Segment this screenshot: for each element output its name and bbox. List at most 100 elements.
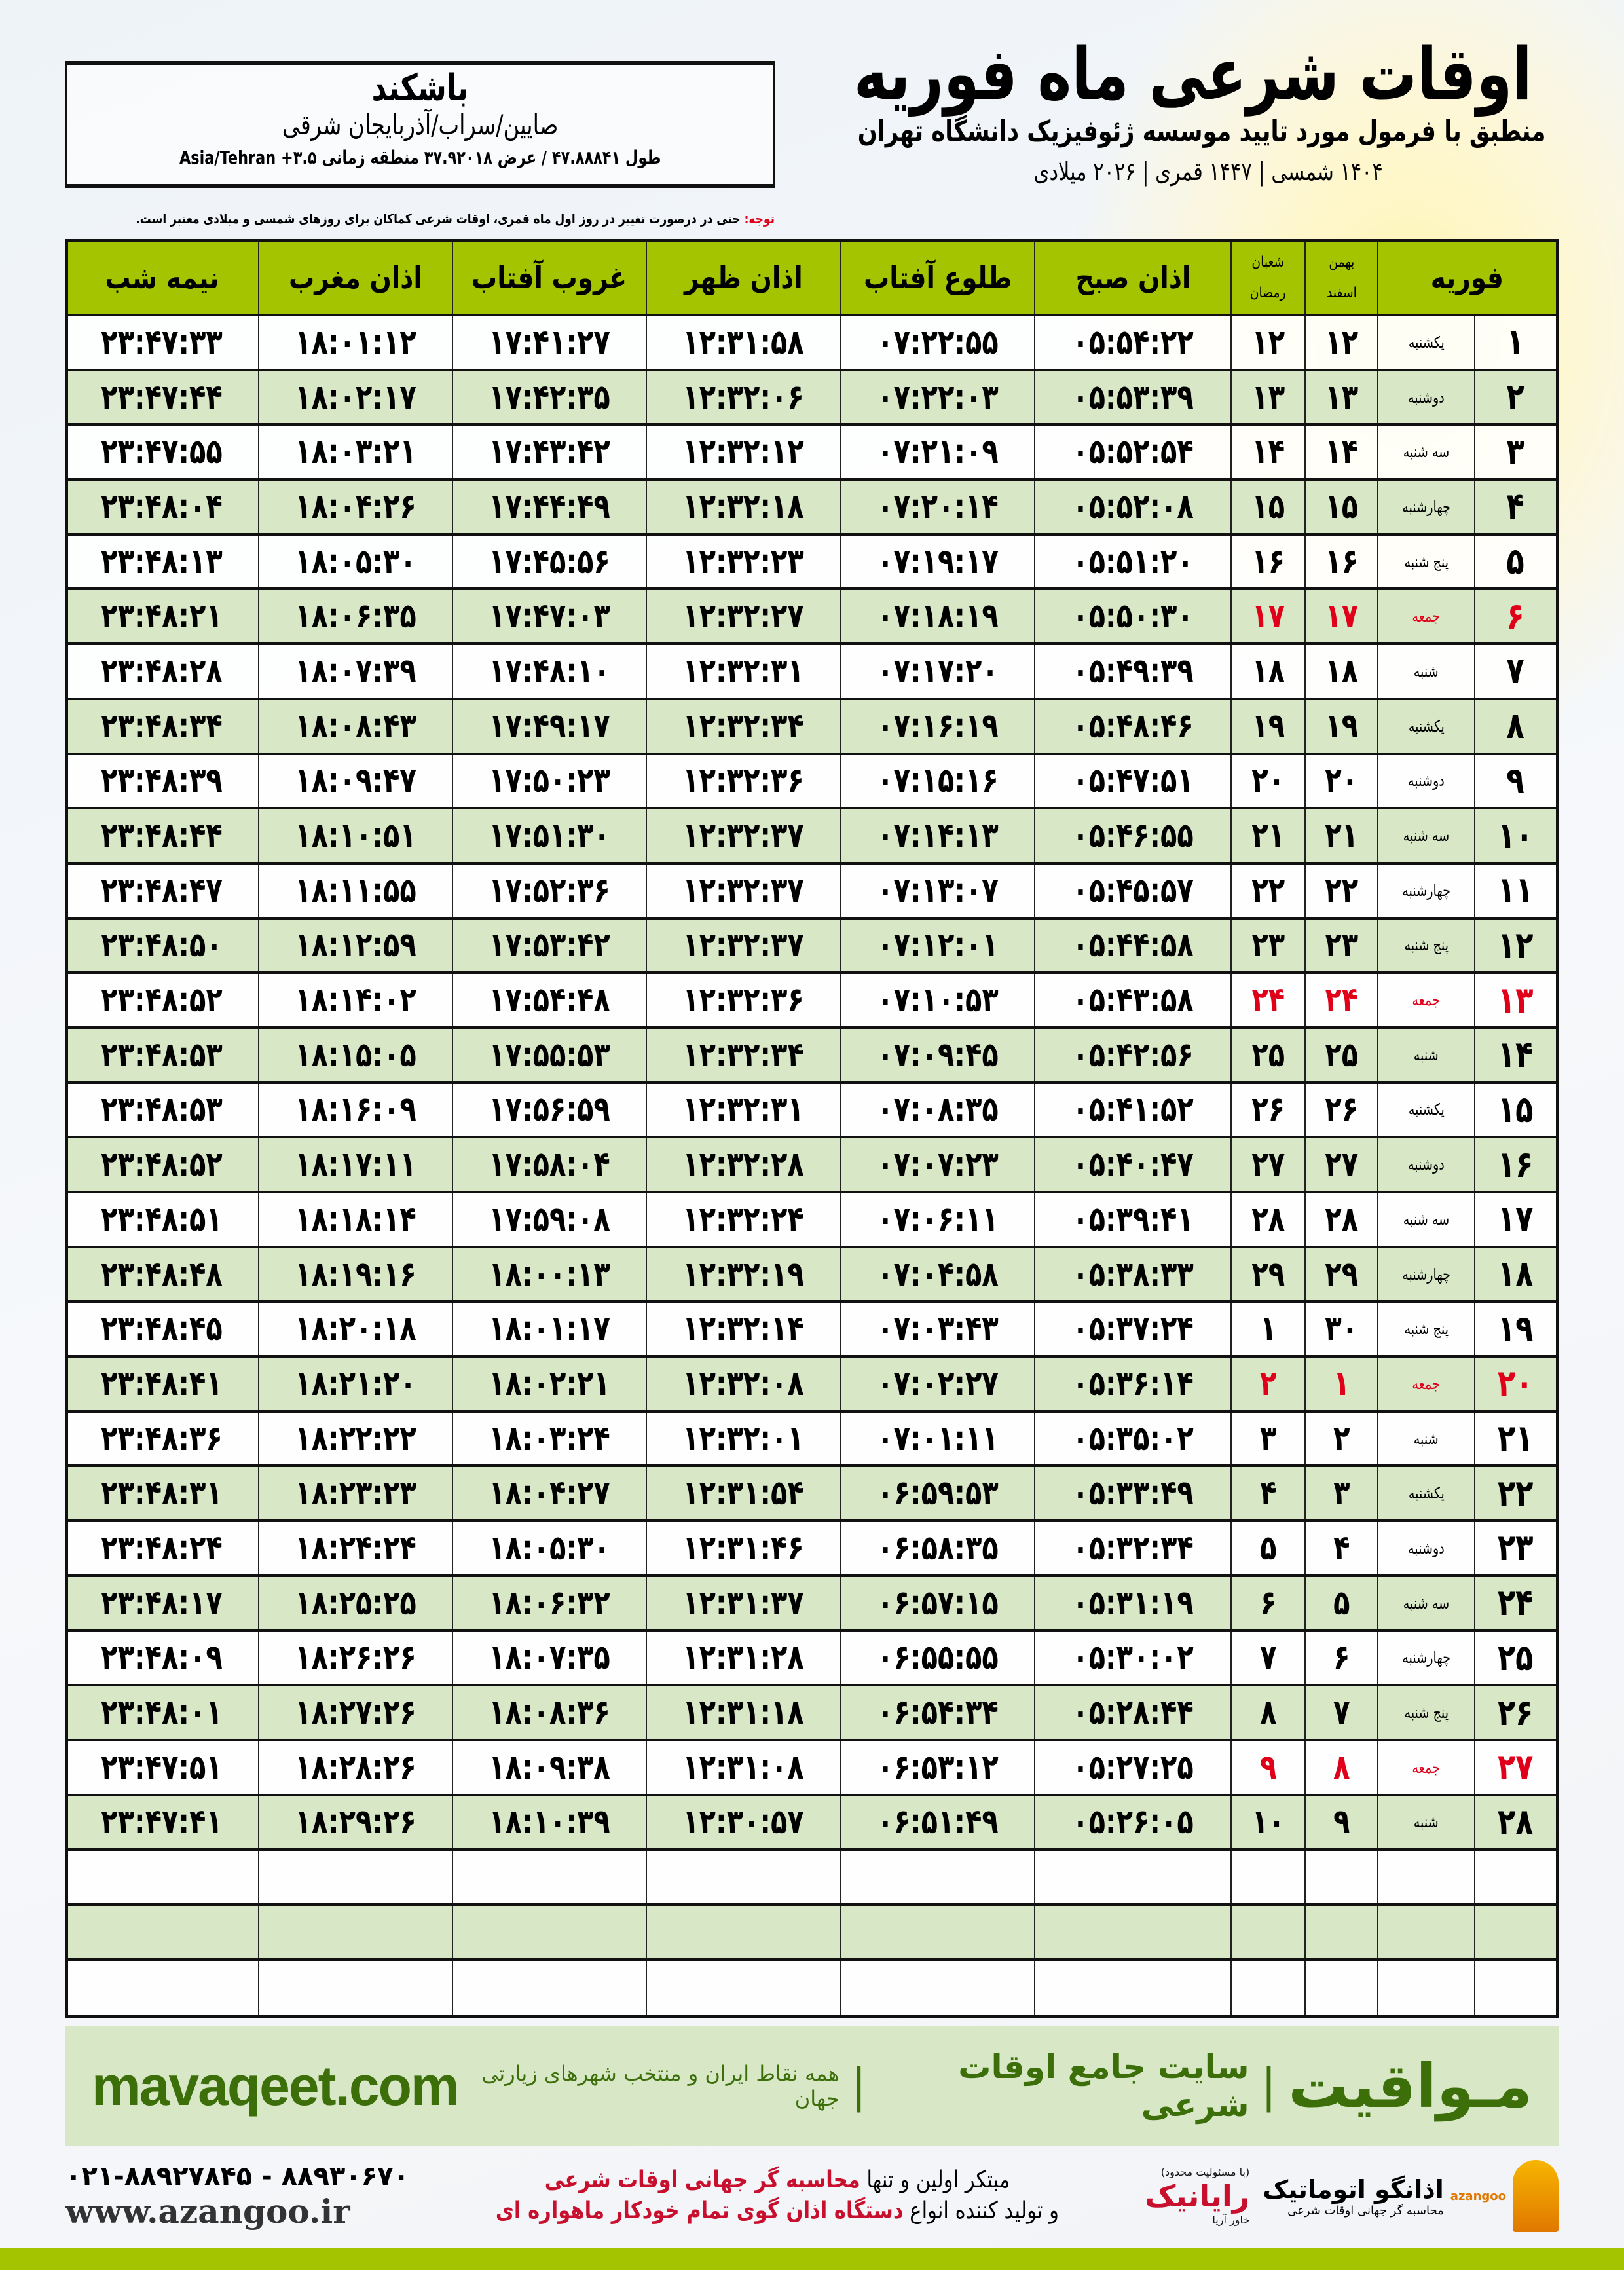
cell-maghrib-text: ۱۸:۱۰:۵۱ xyxy=(295,816,416,856)
cell-midnight-text: ۲۳:۴۸:۵۲ xyxy=(101,1145,223,1185)
cell-day: ۵ xyxy=(1474,535,1556,588)
cell-dhuhr: ۱۲:۳۲:۳۴ xyxy=(646,699,840,753)
cell-fajr: ۰۵:۵۲:۰۸ xyxy=(1034,481,1230,533)
cell-weekday-text: سه شنبه xyxy=(1403,443,1450,462)
cell-midnight: ۲۳:۴۸:۱۳ xyxy=(65,536,258,588)
cell-dhuhr-text: ۱۲:۳۱:۲۸ xyxy=(682,1638,805,1678)
cell-maghrib: ۱۸:۱۵:۰۵ xyxy=(258,1028,452,1081)
cell-weekday: جمعه xyxy=(1377,1741,1474,1794)
cell-shamsi-text: ۳۰ xyxy=(1325,1309,1358,1349)
cell-maghrib-text: ۱۸:۲۰:۱۸ xyxy=(295,1309,416,1349)
cell-dhuhr-text: ۱۲:۳۲:۰۸ xyxy=(682,1364,805,1404)
cell-midnight: ۲۳:۴۷:۵۱ xyxy=(65,1741,258,1794)
empty-cell xyxy=(258,1905,452,1958)
cell-day: ۷ xyxy=(1474,645,1556,698)
header-shaban: شعبان xyxy=(1251,254,1285,270)
cell-shamsi: ۲۰ xyxy=(1304,754,1377,808)
cell-sunset-text: ۱۸:۰۹:۳۸ xyxy=(489,1747,610,1787)
cell-sunset-text: ۱۸:۰۳:۲۴ xyxy=(489,1419,610,1459)
cell-midnight-text: ۲۳:۴۸:۳۱ xyxy=(101,1474,223,1514)
cell-sunset: ۱۷:۴۱:۲۷ xyxy=(452,316,646,369)
cell-maghrib-text: ۱۸:۰۷:۳۹ xyxy=(295,651,416,691)
cell-sunset: ۱۸:۰۲:۲۱ xyxy=(452,1358,646,1410)
cell-sunrise: ۰۷:۰۲:۲۷ xyxy=(840,1358,1034,1410)
cell-sunrise: ۰۶:۵۳:۱۲ xyxy=(840,1741,1034,1794)
page-title: اوقات شرعی ماه فوریه xyxy=(854,32,1532,116)
cell-sunrise-text: ۰۷:۱۶:۱۹ xyxy=(877,706,999,746)
cell-fajr-text: ۰۵:۳۳:۴۹ xyxy=(1072,1474,1194,1514)
cell-fajr: ۰۵:۵۳:۳۹ xyxy=(1034,371,1230,424)
cell-maghrib: ۱۸:۱۴:۰۲ xyxy=(258,974,452,1026)
cell-dhuhr: ۱۲:۳۱:۵۴ xyxy=(646,1467,840,1520)
cell-maghrib-text: ۱۸:۲۸:۲۶ xyxy=(295,1747,416,1787)
cell-qamari: ۴ xyxy=(1230,1467,1304,1520)
empty-cell xyxy=(1474,1960,1556,2016)
cell-sunset-text: ۱۸:۰۴:۲۷ xyxy=(489,1474,610,1514)
empty-cell xyxy=(1304,1960,1377,2016)
cell-sunrise-text: ۰۷:۰۳:۴۳ xyxy=(877,1309,999,1349)
cell-weekday-text: چهارشنبه xyxy=(1402,497,1450,516)
cell-qamari: ۲۰ xyxy=(1230,754,1304,808)
cell-midnight: ۲۳:۴۸:۱۷ xyxy=(65,1577,258,1629)
cell-shamsi: ۳۰ xyxy=(1304,1303,1377,1356)
cell-dhuhr-text: ۱۲:۳۲:۳۷ xyxy=(682,870,805,910)
cell-sunrise-text: ۰۷:۲۲:۵۵ xyxy=(877,322,999,362)
website-link[interactable]: www.azangoo.ir xyxy=(65,2192,350,2231)
cell-sunrise: ۰۷:۱۲:۰۱ xyxy=(840,919,1034,972)
table-row: ۵ پنج شنبه ۱۶ ۱۶ ۰۵:۵۱:۲۰ ۰۷:۱۹:۱۷ ۱۲:۳۲:۲۳ ۱۷:… xyxy=(65,535,1556,591)
cell-day: ۴ xyxy=(1474,481,1556,533)
cell-dhuhr-text: ۱۲:۳۲:۲۷ xyxy=(682,597,805,637)
cell-midnight-text: ۲۳:۴۸:۰۹ xyxy=(101,1638,223,1678)
table-row: ۲ دوشنبه ۱۳ ۱۳ ۰۵:۵۳:۳۹ ۰۷:۲۲:۰۳ ۱۲:۳۲:۰۶ ۱۷:۴۲… xyxy=(68,371,1556,426)
cell-dhuhr: ۱۲:۳۲:۳۶ xyxy=(646,974,840,1026)
table-row: ۱ یکشنبه ۱۲ ۱۲ ۰۵:۵۴:۲۲ ۰۷:۲۲:۵۵ ۱۲:۳۱:۵۸ ۱۷:۴۱… xyxy=(68,316,1556,371)
cell-day: ۲۳ xyxy=(1474,1522,1556,1574)
cell-fajr-text: ۰۵:۴۴:۵۸ xyxy=(1072,925,1194,965)
cell-weekday-text: جمعه xyxy=(1412,1758,1441,1777)
cell-maghrib: ۱۸:۲۸:۲۶ xyxy=(258,1741,452,1794)
site-link[interactable]: mavaqeet.com xyxy=(92,2055,460,2117)
cell-qamari: ۱۴ xyxy=(1230,426,1304,479)
cell-midnight: ۲۳:۴۸:۴۵ xyxy=(65,1303,258,1355)
cell-weekday-text: دوشنبه xyxy=(1408,1155,1445,1174)
promo-line1: مبتکر اولین و تنها xyxy=(860,2167,1010,2194)
cell-day: ۲۲ xyxy=(1474,1467,1556,1520)
cell-weekday-text: پنج شنبه xyxy=(1404,552,1449,571)
cell-sunrise-text: ۰۷:۲۲:۰۳ xyxy=(877,377,999,417)
cell-midnight-text: ۲۳:۴۸:۴۵ xyxy=(101,1309,223,1349)
cell-shamsi-text: ۶ xyxy=(1333,1638,1350,1678)
cell-maghrib-text: ۱۸:۰۹:۴۷ xyxy=(295,761,416,801)
cell-fajr-text: ۰۵:۴۰:۴۷ xyxy=(1072,1145,1194,1185)
cell-sunrise-text: ۰۶:۵۱:۴۹ xyxy=(877,1802,999,1842)
cell-qamari: ۵ xyxy=(1230,1522,1304,1574)
cell-midnight: ۲۳:۴۸:۵۳ xyxy=(65,1029,258,1081)
cell-dhuhr: ۱۲:۳۲:۱۸ xyxy=(646,481,840,533)
cell-sunrise: ۰۷:۱۴:۱۳ xyxy=(840,809,1034,862)
cell-sunset-text: ۱۷:۵۳:۴۲ xyxy=(489,925,610,965)
title-block: اوقات شرعی ماه فوریه منطبق با فرمول مورد… xyxy=(805,32,1545,187)
cell-qamari-text: ۹ xyxy=(1259,1747,1277,1787)
cell-day-text: ۲۸ xyxy=(1498,1800,1534,1844)
cell-day: ۹ xyxy=(1474,754,1556,808)
empty-cell xyxy=(1304,1851,1377,1903)
cell-sunset-text: ۱۷:۴۲:۳۵ xyxy=(489,377,610,417)
cell-sunrise-text: ۰۷:۰۷:۲۳ xyxy=(877,1145,999,1185)
cell-maghrib-text: ۱۸:۱۵:۰۵ xyxy=(295,1035,416,1075)
cell-shamsi: ۶ xyxy=(1304,1631,1377,1684)
cell-sunset: ۱۷:۴۹:۱۷ xyxy=(452,699,646,753)
cell-sunrise-text: ۰۶:۵۷:۱۵ xyxy=(877,1583,999,1623)
cell-weekday: جمعه xyxy=(1377,974,1474,1026)
cell-day-text: ۸ xyxy=(1506,705,1525,748)
cell-qamari-text: ۲۹ xyxy=(1251,1254,1285,1294)
cell-day: ۱۷ xyxy=(1474,1193,1556,1246)
cell-fajr-text: ۰۵:۳۱:۱۹ xyxy=(1072,1583,1194,1623)
cell-weekday-text: چهارشنبه xyxy=(1402,1648,1450,1667)
cell-qamari-text: ۲۲ xyxy=(1251,870,1285,910)
cell-sunset-text: ۱۷:۵۶:۵۹ xyxy=(489,1090,610,1130)
cell-sunrise-text: ۰۷:۱۲:۰۱ xyxy=(877,925,999,965)
cell-shamsi-text: ۹ xyxy=(1333,1802,1350,1842)
cell-weekday: سه شنبه xyxy=(1377,1193,1474,1246)
table-row: ۲۲ یکشنبه ۳ ۴ ۰۵:۳۳:۴۹ ۰۶:۵۹:۵۳ ۱۲:۳۱:۵۴ ۱۸:۰۴:… xyxy=(68,1467,1556,1523)
cell-dhuhr-text: ۱۲:۳۲:۱۲ xyxy=(682,432,805,472)
cell-maghrib: ۱۸:۲۱:۲۰ xyxy=(258,1358,452,1410)
